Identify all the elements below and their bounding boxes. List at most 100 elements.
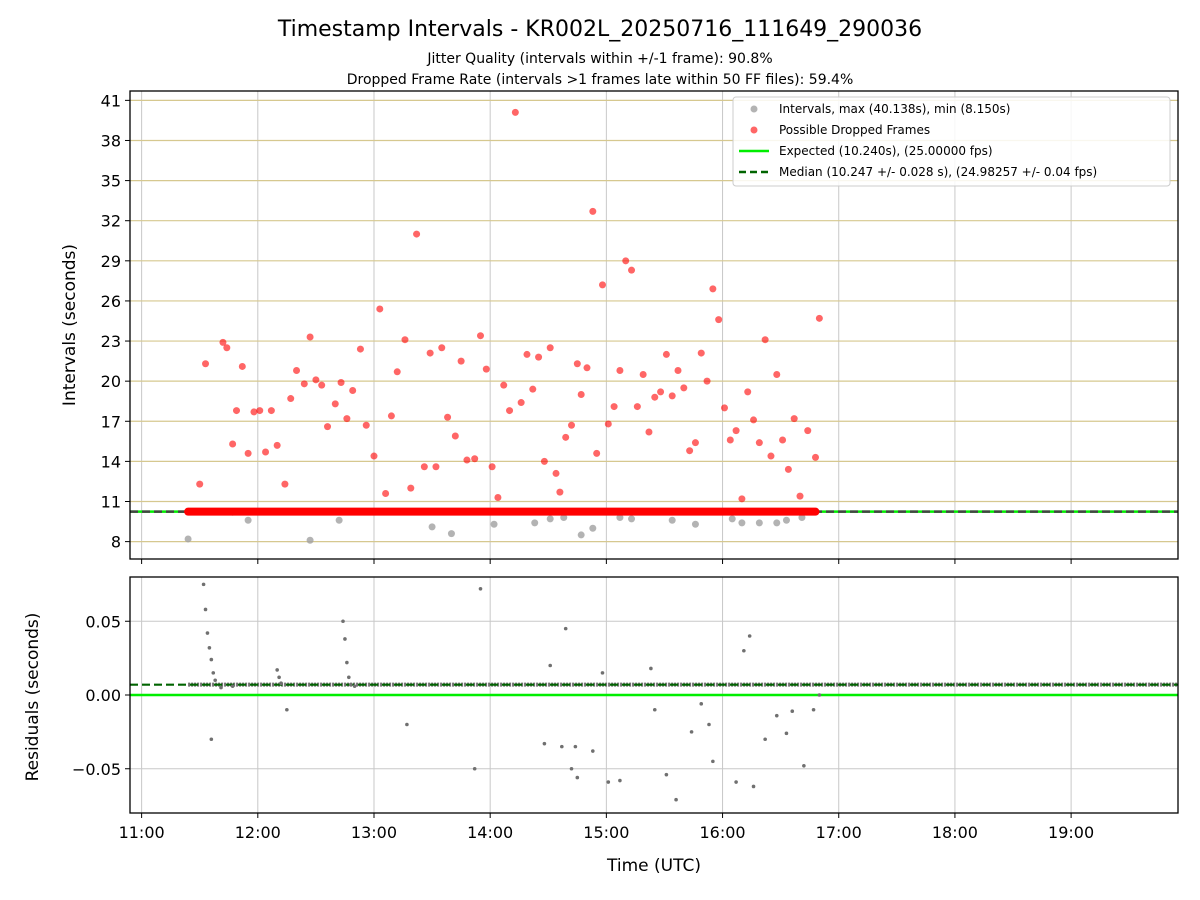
- dropped-frame-point: [686, 447, 694, 455]
- intervals-y-tick-label-20: 20: [101, 372, 121, 391]
- dropped-frame-point: [393, 368, 401, 376]
- dropped-frame-point: [293, 366, 301, 374]
- x-tick-label-17:00: 17:00: [816, 823, 862, 842]
- residual-point: [219, 685, 223, 690]
- dropped-frame-point: [223, 344, 231, 352]
- residual-point: [348, 682, 353, 687]
- dropped-frame-point: [312, 376, 320, 384]
- dropped-frame-point: [750, 416, 758, 424]
- dropped-frame-point: [202, 360, 210, 368]
- dropped-frame-point: [651, 393, 659, 401]
- dropped-frame-point: [426, 349, 434, 357]
- residual-point: [207, 646, 212, 650]
- interval-point: [616, 514, 624, 522]
- x-tick-label-12:00: 12:00: [235, 823, 281, 842]
- dropped-frame-point: [267, 407, 275, 415]
- dropped-frame-point: [343, 415, 351, 423]
- intervals-plot-frame: [129, 90, 1179, 560]
- residual-point: [674, 797, 678, 802]
- residual-point: [201, 582, 206, 587]
- dropped-frame-point: [511, 108, 519, 116]
- interval-point: [728, 515, 736, 523]
- interval-point: [589, 524, 597, 532]
- dropped-frame-point: [535, 353, 543, 361]
- interval-point: [773, 519, 781, 527]
- interval-point: [668, 516, 676, 524]
- residual-point: [347, 675, 351, 680]
- dropped-frame-point: [523, 350, 531, 358]
- dropped-frame-point: [306, 333, 314, 341]
- dropped-frame-point: [438, 344, 446, 352]
- dropped-frame-point: [407, 484, 415, 492]
- interval-point: [755, 519, 763, 527]
- residual-point: [747, 634, 752, 638]
- legend-dropped-marker: [750, 126, 758, 134]
- residuals-y-tick-label-0: 0.05: [85, 612, 121, 631]
- residual-point: [341, 619, 345, 624]
- intervals-y-tick-label-17: 17: [101, 412, 121, 431]
- dropped-frame-point: [697, 349, 705, 357]
- x-tick-label-19:00: 19:00: [1048, 823, 1094, 842]
- dropped-frame-point: [432, 463, 440, 471]
- residual-point: [664, 772, 669, 777]
- residual-point: [573, 744, 578, 749]
- dropped-frame-point: [773, 370, 781, 378]
- interval-point: [691, 520, 699, 528]
- chart-title: Timestamp Intervals - KR002L_20250716_11…: [277, 17, 922, 42]
- dropped-frame-point: [476, 332, 484, 340]
- legend-intervals-label: Intervals, max (40.138s), min (8.150s): [779, 102, 1010, 116]
- dropped-frame-point: [573, 360, 581, 368]
- dropped-frame-point: [815, 314, 823, 322]
- dropped-frame-point: [356, 345, 364, 353]
- dropped-frame-point: [720, 404, 728, 412]
- dropped-frame-point: [577, 391, 585, 399]
- dropped-frame-point: [622, 257, 630, 265]
- legend-median-label: Median (10.247 +/- 0.028 s), (24.98257 +…: [779, 165, 1097, 179]
- dropped-frame-point: [546, 344, 554, 352]
- interval-point: [428, 523, 436, 531]
- interval-point: [738, 519, 746, 527]
- residual-point: [742, 648, 746, 653]
- dropped-frame-point: [444, 413, 452, 421]
- dropped-frame-point: [593, 449, 601, 457]
- residual-point: [802, 764, 806, 768]
- dropped-frame-point: [331, 400, 339, 408]
- intervals-marks: [130, 108, 1178, 544]
- residual-point: [343, 637, 347, 641]
- dropped-frame-point: [250, 408, 258, 416]
- residual-point: [774, 713, 779, 718]
- residuals-y-tick-label-2: −0.05: [72, 760, 121, 779]
- residual-point: [213, 678, 218, 683]
- dropped-frame-point: [233, 407, 241, 415]
- dropped-frame-point: [229, 440, 237, 448]
- dropped-frame-point: [804, 427, 812, 435]
- dropped-frame-point: [738, 495, 746, 503]
- intervals-y-tick-label-41: 41: [101, 91, 121, 110]
- dropped-frame-point: [744, 388, 752, 396]
- dropped-frame-point: [349, 387, 357, 395]
- residual-point: [563, 626, 568, 631]
- residual-point: [209, 737, 214, 742]
- dropped-frame-point: [556, 488, 564, 496]
- dropped-frame-point: [488, 463, 496, 471]
- x-tick-label-15:00: 15:00: [583, 823, 629, 842]
- intervals-y-tick-label-32: 32: [101, 212, 121, 231]
- dropped-frame-point: [238, 362, 246, 370]
- dropped-frame-point: [691, 439, 699, 447]
- residual-point: [560, 744, 564, 749]
- dropped-frame-point: [668, 392, 676, 400]
- residual-point: [575, 775, 580, 780]
- residual-point: [699, 702, 704, 706]
- residual-point: [405, 722, 409, 727]
- intervals-y-tick-label-11: 11: [101, 493, 121, 512]
- residual-point: [707, 722, 711, 727]
- residual-point: [478, 587, 483, 591]
- dropped-frame-point: [604, 420, 612, 428]
- residual-point: [652, 707, 657, 712]
- dropped-frame-point: [616, 366, 624, 374]
- dropped-frame-point: [610, 403, 618, 411]
- dropped-frame-point: [726, 436, 734, 444]
- dropped-frame-point: [382, 489, 390, 497]
- dropped-frame-point: [196, 480, 204, 488]
- interval-point: [531, 519, 539, 527]
